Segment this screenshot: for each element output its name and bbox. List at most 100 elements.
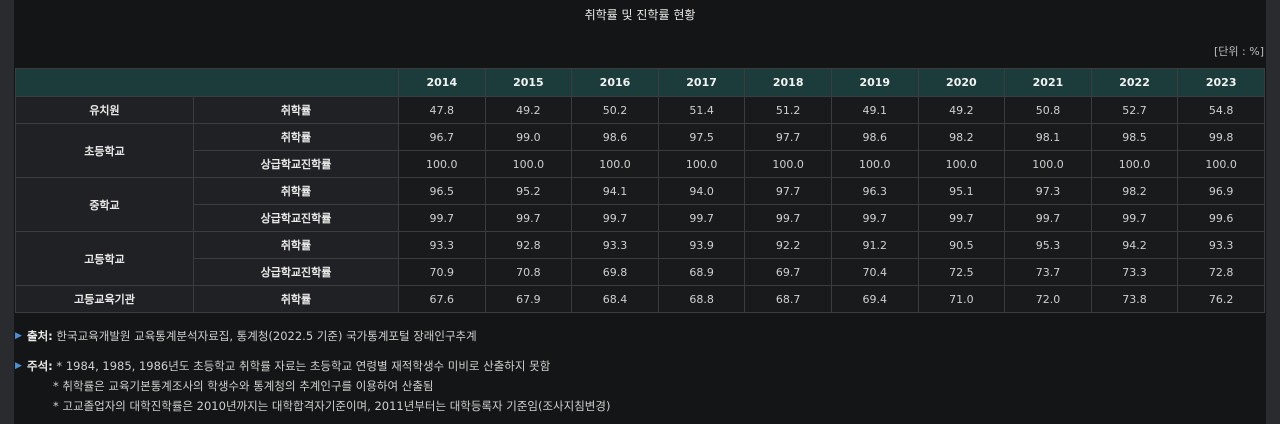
year-header: 2018 — [744, 68, 832, 97]
table-row: 중학교 취학률 96.5 95.2 94.1 94.0 97.7 96.3 95.1 97.3 98… — [15, 177, 1265, 232]
table-row: 상급학교진학률 100.0 100.0 100.0 100.0 100.0 100.0 100… — [16, 150, 1265, 178]
source-label: 출처: — [27, 329, 53, 343]
metric-cell: 상급학교진학률 — [193, 150, 399, 178]
year-header: 2021 — [1004, 68, 1092, 97]
value-cell: 99.7 — [1004, 204, 1092, 232]
value-cell: 96.5 — [398, 177, 486, 205]
value-cell: 95.3 — [1004, 231, 1092, 259]
value-cell: 68.4 — [571, 285, 659, 313]
value-cell: 68.8 — [657, 285, 746, 313]
value-cell: 73.3 — [1090, 258, 1179, 286]
year-header: 2023 — [1177, 68, 1265, 97]
value-cell: 47.8 — [398, 96, 486, 124]
value-cell: 70.4 — [830, 258, 919, 286]
value-cell: 49.2 — [484, 96, 573, 124]
value-cell: 97.7 — [744, 123, 832, 151]
value-cell: 93.3 — [571, 231, 659, 259]
value-cell: 49.1 — [830, 96, 919, 124]
value-cell: 72.8 — [1177, 258, 1265, 286]
year-header: 2016 — [571, 68, 659, 97]
footnote-text: * 취학률은 교육기본통계조사의 학생수와 통계청의 추계인구를 이용하여 산출… — [53, 379, 434, 393]
value-cell: 100.0 — [830, 150, 919, 178]
value-cell: 97.7 — [744, 177, 832, 205]
metric-cell: 상급학교진학률 — [193, 204, 399, 232]
value-cell: 100.0 — [657, 150, 746, 178]
value-cell: 92.2 — [744, 231, 832, 259]
value-cell: 98.2 — [1090, 177, 1179, 205]
value-cell: 99.7 — [398, 204, 486, 232]
enrollment-table: 2014 2015 2016 2017 2018 2019 2020 2021 … — [15, 68, 1265, 313]
value-cell: 96.3 — [830, 177, 919, 205]
value-cell: 96.9 — [1177, 177, 1265, 205]
value-cell: 68.7 — [744, 285, 832, 313]
school-level-cell: 중학교 — [15, 177, 194, 232]
value-cell: 99.8 — [1177, 123, 1265, 151]
value-cell: 93.3 — [398, 231, 486, 259]
value-cell: 70.9 — [398, 258, 486, 286]
value-cell: 95.2 — [484, 177, 573, 205]
value-cell: 54.8 — [1177, 96, 1265, 124]
value-cell: 100.0 — [398, 150, 486, 178]
metric-cell: 취학률 — [193, 285, 399, 313]
footnote-text: * 1984, 1985, 1986년도 초등학교 취학률 자료는 초등학교 연… — [56, 359, 551, 373]
table-row: 유치원 취학률 47.8 49.2 50.2 51.4 51.2 49.1 49.2 50.8 52… — [15, 96, 1265, 124]
table-row: 고등학교 취학률 93.3 92.8 93.3 93.9 92.2 91.2 90.5 95.3 9… — [15, 231, 1265, 286]
school-level-cell: 초등학교 — [15, 123, 194, 178]
value-cell: 99.7 — [744, 204, 832, 232]
footnote-first: ▶ 주석: * 1984, 1985, 1986년도 초등학교 취학률 자료는 … — [15, 356, 1265, 376]
value-cell: 98.6 — [571, 123, 659, 151]
metric-cell: 상급학교진학률 — [193, 258, 399, 286]
value-cell: 100.0 — [484, 150, 573, 178]
year-header: 2020 — [917, 68, 1006, 97]
value-cell: 92.8 — [484, 231, 573, 259]
value-cell: 94.1 — [571, 177, 659, 205]
value-cell: 97.3 — [1004, 177, 1092, 205]
value-cell: 99.7 — [917, 204, 1006, 232]
value-cell: 91.2 — [830, 231, 919, 259]
value-cell: 72.0 — [1004, 285, 1092, 313]
value-cell: 50.8 — [1004, 96, 1092, 124]
value-cell: 69.8 — [571, 258, 659, 286]
value-cell: 69.7 — [744, 258, 832, 286]
value-cell: 100.0 — [1004, 150, 1092, 178]
value-cell: 73.8 — [1090, 285, 1179, 313]
table-row: 초등학교 취학률 96.7 99.0 98.6 97.5 97.7 98.6 98.2 98.1 9… — [15, 123, 1265, 178]
left-gutter — [0, 0, 14, 424]
table-header-row: 2014 2015 2016 2017 2018 2019 2020 2021 … — [15, 68, 1265, 97]
header-blank-cell — [15, 68, 399, 97]
source-note: ▶ 출처: 한국교육개발원 교육통계분석자료집, 통계청(2022.5 기준) … — [15, 326, 1265, 346]
value-cell: 99.7 — [571, 204, 659, 232]
value-cell: 99.0 — [484, 123, 573, 151]
metric-cell: 취학률 — [193, 123, 399, 151]
value-cell: 95.1 — [917, 177, 1006, 205]
value-cell: 67.6 — [398, 285, 486, 313]
value-cell: 49.2 — [917, 96, 1006, 124]
table-title: 취학률 및 진학률 현황 — [584, 8, 696, 22]
value-cell: 100.0 — [1177, 150, 1265, 178]
footnote-text: * 고교졸업자의 대학진학률은 2010년까지는 대학합격자기준이며, 2011… — [53, 399, 611, 413]
value-cell: 100.0 — [917, 150, 1006, 178]
value-cell: 100.0 — [571, 150, 659, 178]
notes-section: ▶ 출처: 한국교육개발원 교육통계분석자료집, 통계청(2022.5 기준) … — [15, 326, 1265, 416]
value-cell: 68.9 — [657, 258, 746, 286]
value-cell: 93.9 — [657, 231, 746, 259]
table-row: 고등교육기관 취학률 67.6 67.9 68.4 68.8 68.7 69.4 71.0 72.… — [15, 285, 1265, 313]
school-level-cell: 고등학교 — [15, 231, 194, 286]
year-header: 2019 — [830, 68, 919, 97]
value-cell: 99.7 — [1090, 204, 1179, 232]
value-cell: 70.8 — [484, 258, 573, 286]
value-cell: 93.3 — [1177, 231, 1265, 259]
value-cell: 96.7 — [398, 123, 486, 151]
value-cell: 69.4 — [830, 285, 919, 313]
metric-cell: 취학률 — [193, 177, 399, 205]
school-level-cell: 유치원 — [15, 96, 194, 124]
table-row: 상급학교진학률 70.9 70.8 69.8 68.9 69.7 70.4 72.5 73.7 7… — [16, 258, 1265, 286]
year-header: 2015 — [484, 68, 573, 97]
notes-label: 주석: — [27, 359, 53, 373]
value-cell: 90.5 — [917, 231, 1006, 259]
value-cell: 73.7 — [1004, 258, 1092, 286]
value-cell: 99.7 — [830, 204, 919, 232]
triangle-bullet-icon: ▶ — [15, 331, 22, 341]
value-cell: 72.5 — [917, 258, 1006, 286]
value-cell: 98.1 — [1004, 123, 1092, 151]
